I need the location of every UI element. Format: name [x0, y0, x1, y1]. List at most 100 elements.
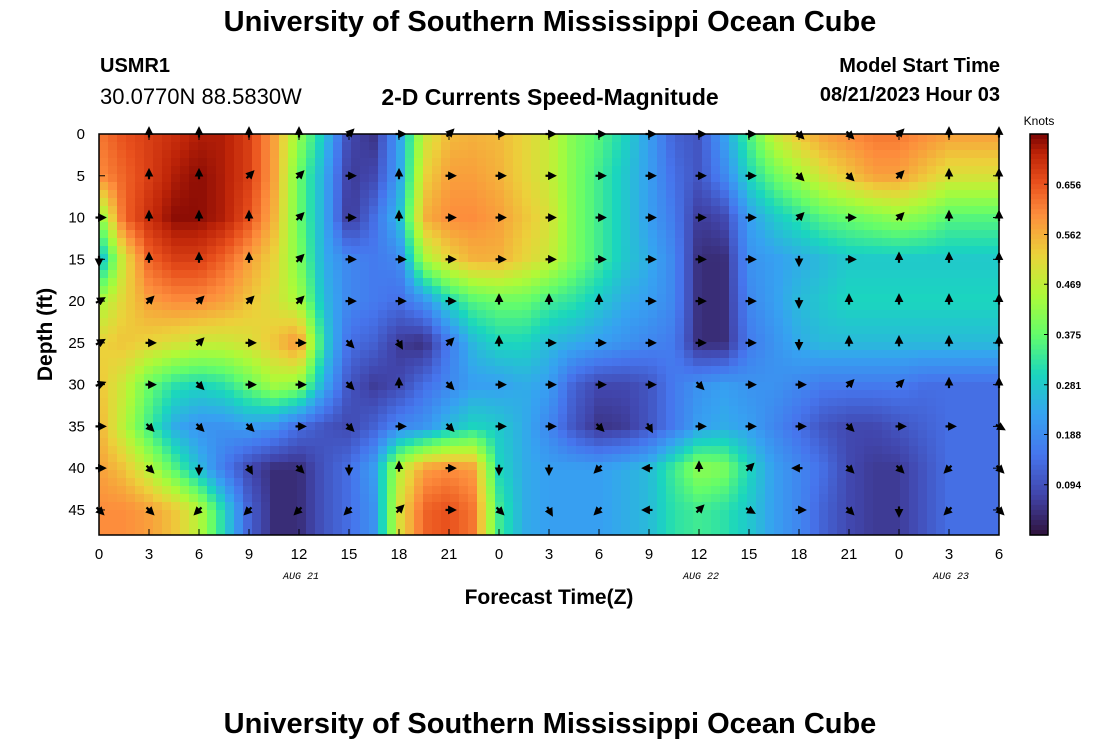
heatmap-cell — [459, 398, 469, 407]
heatmap-cell — [522, 206, 532, 215]
heatmap-cell — [243, 310, 253, 319]
heatmap-cell — [351, 318, 361, 327]
heatmap-cell — [927, 238, 937, 247]
heatmap-cell — [864, 462, 874, 471]
heatmap-cell — [180, 150, 190, 159]
heatmap-cell — [783, 278, 793, 287]
heatmap-cell — [783, 214, 793, 223]
heatmap-cell — [153, 518, 163, 527]
heatmap-cell — [702, 230, 712, 239]
heatmap-cell — [279, 334, 289, 343]
heatmap-cell — [612, 198, 622, 207]
heatmap-cell — [189, 486, 199, 495]
heatmap-cell — [585, 454, 595, 463]
heatmap-cell — [819, 518, 829, 527]
heatmap-cell — [774, 454, 784, 463]
heatmap-cell — [756, 518, 766, 527]
heatmap-cell — [270, 526, 280, 535]
heatmap-cell — [981, 358, 991, 367]
heatmap-cell — [297, 286, 307, 295]
heatmap-cell — [756, 318, 766, 327]
heatmap-cell — [585, 518, 595, 527]
heatmap-cell — [540, 270, 550, 279]
heatmap-cell — [450, 134, 460, 143]
heatmap-cell — [801, 166, 811, 175]
heatmap-cell — [450, 422, 460, 431]
heatmap-cell — [450, 374, 460, 383]
heatmap-cell — [972, 446, 982, 455]
heatmap-cell — [765, 382, 775, 391]
heatmap-cell — [954, 254, 964, 263]
heatmap-cell — [351, 382, 361, 391]
heatmap-cell — [135, 382, 145, 391]
heatmap-cell — [198, 190, 208, 199]
heatmap-cell — [387, 430, 397, 439]
heatmap-cell — [720, 262, 730, 271]
heatmap-cell — [747, 526, 757, 535]
heatmap-cell — [441, 390, 451, 399]
heatmap-cell — [909, 510, 919, 519]
heatmap-cell — [657, 134, 667, 143]
heatmap-cell — [396, 446, 406, 455]
heatmap-cell — [846, 478, 856, 487]
heatmap-cell — [153, 246, 163, 255]
heatmap-cell — [819, 278, 829, 287]
heatmap-cell — [666, 350, 676, 359]
heatmap-cell — [369, 478, 379, 487]
heatmap-cell — [288, 446, 298, 455]
heatmap-cell — [297, 366, 307, 375]
heatmap-cell — [657, 174, 667, 183]
heatmap-cell — [324, 406, 334, 415]
heatmap-cell — [981, 454, 991, 463]
heatmap-cell — [936, 470, 946, 479]
heatmap-cell — [207, 398, 217, 407]
heatmap-cell — [261, 294, 271, 303]
heatmap-cell — [297, 158, 307, 167]
heatmap-cell — [864, 510, 874, 519]
heatmap-cell — [171, 502, 181, 511]
heatmap-cell — [576, 190, 586, 199]
heatmap-cell — [693, 358, 703, 367]
heatmap-cell — [153, 494, 163, 503]
heatmap-cell — [585, 214, 595, 223]
heatmap-cell — [306, 382, 316, 391]
heatmap-cell — [315, 414, 325, 423]
heatmap-cell — [414, 358, 424, 367]
heatmap-cell — [567, 430, 577, 439]
heatmap-cell — [117, 270, 127, 279]
heatmap-cell — [945, 326, 955, 335]
heatmap-cell — [936, 374, 946, 383]
heatmap-cell — [558, 430, 568, 439]
heatmap-cell — [612, 470, 622, 479]
heatmap-cell — [657, 462, 667, 471]
heatmap-cell — [342, 166, 352, 175]
heatmap-cell — [432, 414, 442, 423]
heatmap-cell — [477, 494, 487, 503]
heatmap-cell — [171, 174, 181, 183]
heatmap-cell — [918, 382, 928, 391]
heatmap-cell — [450, 198, 460, 207]
heatmap-cell — [549, 478, 559, 487]
heatmap-cell — [243, 470, 253, 479]
heatmap-cell — [396, 438, 406, 447]
heatmap-cell — [558, 182, 568, 191]
heatmap-cell — [117, 214, 127, 223]
heatmap-cell — [801, 334, 811, 343]
heatmap-cell — [702, 334, 712, 343]
heatmap-cell — [693, 518, 703, 527]
heatmap-cell — [657, 342, 667, 351]
heatmap-cell — [162, 366, 172, 375]
heatmap-cell — [711, 310, 721, 319]
heatmap-cell — [828, 150, 838, 159]
heatmap-cell — [936, 190, 946, 199]
heatmap-cell — [126, 286, 136, 295]
heatmap-cell — [981, 326, 991, 335]
heatmap-cell — [540, 190, 550, 199]
heatmap-cell — [495, 198, 505, 207]
heatmap-cell — [369, 382, 379, 391]
heatmap-cell — [396, 182, 406, 191]
heatmap-cell — [729, 414, 739, 423]
heatmap-cell — [486, 278, 496, 287]
heatmap-cell — [333, 374, 343, 383]
heatmap-cell — [909, 350, 919, 359]
